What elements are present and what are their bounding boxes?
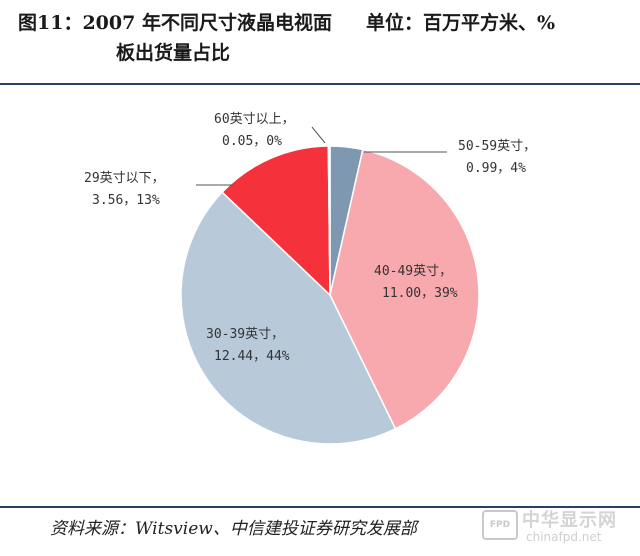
- pie-chart: 50-59英寸， 0.99，4% 40-49英寸， 11.00，39% 30-39英寸，…: [84, 112, 536, 445]
- leader-line-60英寸以上: [311, 126, 326, 144]
- title-line-2: 板出货量占比: [116, 42, 231, 64]
- pie-slice-40-49英寸: [329, 148, 480, 430]
- pie-slice-29英寸以下: [221, 145, 331, 297]
- slice-label-40-49英寸: 40-49英寸， 11.00，39%: [374, 264, 458, 301]
- slice-label-60英寸以上: 60英寸以上， 0.05，0%: [214, 112, 295, 149]
- title-main: 2007 年不同尺寸液晶电视面: [82, 12, 332, 34]
- top-divider: [0, 83, 640, 85]
- slice-label-30-39英寸: 30-39英寸， 12.44，44%: [206, 327, 290, 364]
- chart-title: 图11：2007 年不同尺寸液晶电视面 单位：百万平方米、% 板出货量占比: [18, 8, 628, 68]
- pie-slice-30-39英寸: [180, 191, 397, 445]
- watermark-logo: FPD 中华显示网 chinafpd.net: [482, 500, 632, 552]
- bottom-divider: [0, 506, 640, 508]
- watermark-url: chinafpd.net: [526, 530, 602, 544]
- slice-label-50-59英寸: 50-59英寸， 0.99，4%: [458, 139, 536, 176]
- title-line-1: 图11：2007 年不同尺寸液晶电视面 单位：百万平方米、%: [18, 8, 628, 38]
- watermark-name: 中华显示网: [522, 510, 617, 531]
- pie-slice-60英寸以上: [327, 145, 331, 296]
- title-unit: 单位：百万平方米、%: [365, 12, 556, 34]
- watermark-badge: FPD: [482, 510, 518, 540]
- slice-label-29英寸以下: 29英寸以下， 3.56，13%: [84, 171, 165, 208]
- figure-number: 图11：: [18, 12, 83, 34]
- source-note: 资料来源：Witsview、中信建投证券研究发展部: [50, 519, 417, 539]
